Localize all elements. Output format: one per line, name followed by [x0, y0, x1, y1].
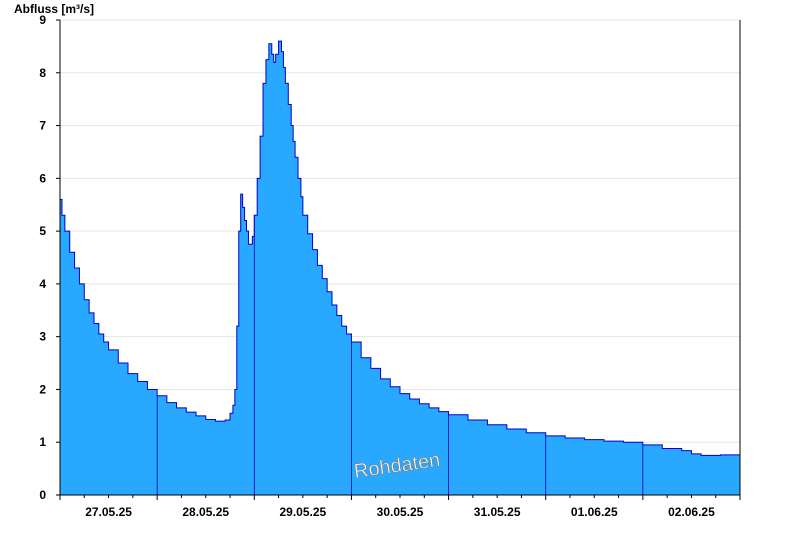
x-tick-label: 29.05.25 [279, 505, 326, 519]
x-tick-label: 30.05.25 [377, 505, 424, 519]
x-tick-label: 01.06.25 [571, 505, 618, 519]
x-tick-label: 31.05.25 [474, 505, 521, 519]
y-tick-label: 7 [39, 119, 46, 133]
y-tick-label: 8 [39, 66, 46, 80]
x-tick-label: 27.05.25 [85, 505, 132, 519]
y-tick-label: 3 [39, 330, 46, 344]
y-tick-label: 1 [39, 435, 46, 449]
y-tick-label: 5 [39, 224, 46, 238]
y-tick-label: 9 [39, 13, 46, 27]
area-layer [59, 40, 741, 496]
x-ticks: 27.05.25 28.05.25 29.05.25 30.05.25 31.05.25… [59, 495, 741, 519]
y-tick-label: 0 [39, 488, 46, 502]
x-tick-label: 28.05.25 [182, 505, 229, 519]
day-separators [156, 215, 644, 495]
discharge-area [59, 40, 741, 496]
y-tick-label: 2 [39, 382, 46, 396]
y-ticks: 0 1 2 3 4 5 6 7 8 9 [39, 13, 60, 502]
x-tick-label: 02.06.25 [668, 505, 715, 519]
y-tick-label: 6 [39, 171, 46, 185]
y-axis-title: Abfluss [m³/s] [14, 2, 94, 16]
y-tick-label: 4 [39, 277, 46, 291]
